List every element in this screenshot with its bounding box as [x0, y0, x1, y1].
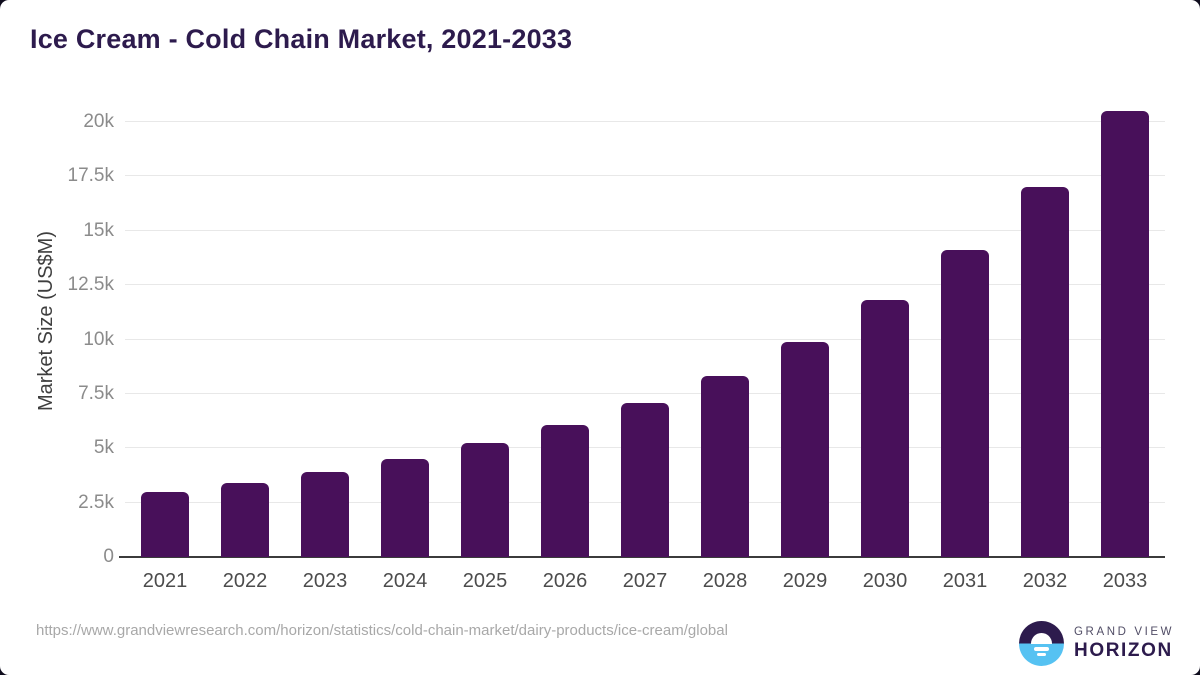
x-tick-label-2031: 2031 [942, 570, 988, 592]
x-tick-label-2023: 2023 [302, 570, 348, 592]
x-tick-label-2030: 2030 [862, 570, 908, 592]
y-tick-label-17.5k: 17.5k [67, 165, 114, 187]
bar-2027 [621, 402, 669, 557]
sun-reflection-line-icon [1034, 647, 1049, 651]
bar-2033 [1101, 111, 1149, 557]
bar-2028 [701, 376, 749, 557]
gridline-20k [125, 121, 1165, 122]
logo-line-horizon: HORIZON [1074, 639, 1173, 661]
x-tick-label-2021: 2021 [142, 570, 188, 592]
bar-2024 [381, 459, 429, 557]
gridline-10k [125, 338, 1165, 340]
logo-line-grand-view: GRAND VIEW [1074, 625, 1175, 638]
gridline-15k [125, 229, 1165, 231]
bar-2031 [941, 250, 989, 557]
x-tick-label-2025: 2025 [462, 570, 508, 592]
y-tick-label-2.5k: 2.5k [78, 491, 114, 513]
gridline-12.5k [125, 284, 1165, 286]
x-tick-label-2028: 2028 [702, 570, 748, 592]
logo-text: GRAND VIEW HORIZON [1074, 626, 1174, 662]
x-tick-label-2026: 2026 [542, 570, 588, 592]
x-tick-label-2027: 2027 [622, 570, 668, 592]
x-tick-label-2024: 2024 [382, 570, 428, 592]
x-axis-line [119, 556, 1165, 558]
x-tick-label-2033: 2033 [1102, 570, 1148, 592]
horizon-sun-logo-icon [1019, 621, 1064, 666]
y-tick-label-15k: 15k [83, 219, 114, 241]
brand-logo: GRAND VIEW HORIZON [1019, 621, 1174, 666]
x-tick-label-2022: 2022 [222, 570, 268, 592]
y-tick-label-20k: 20k [83, 111, 114, 132]
y-tick-label-0: 0 [103, 546, 114, 567]
bar-2032 [1021, 187, 1069, 557]
bar-2030 [861, 300, 909, 557]
bar-2021 [141, 491, 189, 557]
sun-reflection-line-icon [1037, 653, 1046, 656]
y-tick-label-7.5k: 7.5k [78, 382, 114, 404]
gridline-17.5k [125, 175, 1165, 177]
bar-2029 [781, 341, 829, 557]
y-tick-label-12.5k: 12.5k [67, 274, 114, 296]
bar-2026 [541, 425, 589, 557]
page-title: Ice Cream - Cold Chain Market, 2021-2033 [30, 24, 573, 54]
x-tick-label-2029: 2029 [782, 570, 828, 592]
plot-area: 0 2.5k 5k 7.5k 10k 12.5k 15k 17.5k 20k 2021 2022 20… [68, 111, 1165, 592]
x-tick-label-2032: 2032 [1022, 570, 1068, 592]
source-url: https://www.grandviewresearch.com/horizo… [36, 622, 728, 639]
sun-icon [1031, 632, 1052, 644]
y-tick-label-5k: 5k [93, 437, 114, 459]
bar-2022 [221, 483, 269, 557]
y-axis-title: Market Size (US$M) [35, 231, 57, 412]
y-tick-label-10k: 10k [83, 328, 114, 350]
gridline-7.5k [125, 392, 1165, 394]
bar-2023 [301, 472, 349, 557]
bar-2025 [461, 442, 509, 557]
